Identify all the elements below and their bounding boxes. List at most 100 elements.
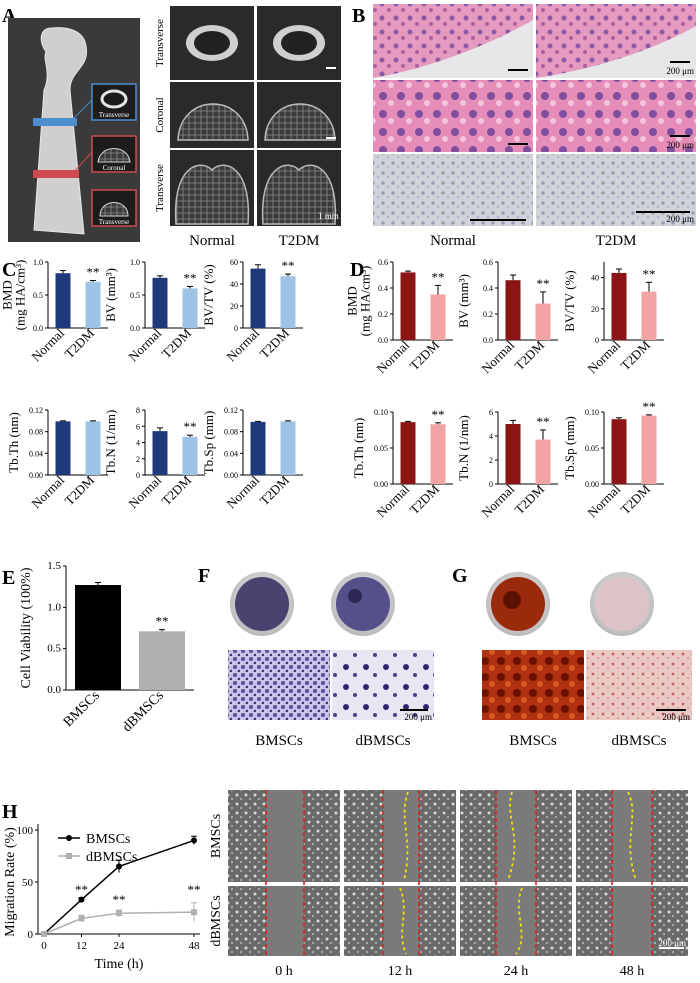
panel-b-label: B: [352, 5, 365, 27]
y-tick-label: 0.0: [47, 684, 61, 696]
y-tick-label: 1.0: [130, 258, 140, 267]
scale-text-f: 200 μm: [404, 712, 432, 722]
data-point: [78, 896, 85, 903]
scale-text-b-1: 200 μm: [666, 66, 694, 76]
y-tick-label: 0.6: [483, 258, 493, 267]
y-tick-label: 6: [136, 422, 140, 431]
significance-mark: **: [643, 266, 656, 281]
panel-label-e: E: [2, 567, 15, 589]
y-axis-label: Tb.Th (nm): [6, 412, 21, 473]
group-label-a-t2dm: T2DM: [279, 233, 320, 249]
panel-g-label: G: [452, 565, 468, 587]
legend-label: dBMSCs: [86, 850, 137, 865]
y-axis-label: Tb.Sp (mm): [201, 411, 216, 475]
bar-normal: [611, 419, 627, 484]
y-tick-label: 0.4: [378, 284, 388, 293]
inset-label-coronal: Coronal: [103, 164, 126, 172]
y-tick-label: 2: [136, 455, 140, 464]
y-axis-label: BV/TV (%): [562, 270, 577, 332]
y-axis-label: Tb.N (1/nm): [456, 415, 471, 481]
y-tick-label: 1.0: [47, 601, 61, 613]
row-label-transverse-2: Transverse: [154, 164, 166, 212]
y-axis-label: Tb.Th (nm): [351, 418, 366, 479]
category-label: T2DM: [256, 325, 292, 361]
x-tick-label: 48: [189, 940, 201, 952]
data-point: [191, 909, 197, 916]
y-axis-label: BMD: [0, 280, 15, 310]
time-label-24h: 24 h: [504, 964, 529, 979]
y-tick-label: 0.08: [29, 428, 43, 437]
y-tick-label: 0.12: [29, 406, 43, 415]
x-tick-label: 12: [76, 940, 87, 952]
bar-t2dm: [430, 294, 446, 340]
data-point: [116, 910, 122, 917]
data-point: [78, 915, 85, 922]
y-tick-label: 0.5: [47, 643, 61, 655]
significance-mark: **: [432, 407, 445, 422]
scale-text-h: 200 μm: [658, 938, 686, 948]
y-axis-label: BV/TV (%): [201, 264, 216, 326]
category-label: T2DM: [61, 472, 97, 508]
y-tick-label: 0.2: [483, 310, 493, 319]
y-axis-label: BV (mm³): [103, 268, 118, 322]
y-tick-label: 0: [28, 929, 34, 941]
y-tick-label: 0.00: [374, 480, 388, 489]
bar-t2dm: [280, 421, 296, 475]
ars-staining: [482, 572, 692, 720]
y-tick-label: 0.10: [374, 408, 388, 417]
category-label: T2DM: [158, 325, 194, 361]
bar-normal: [55, 421, 71, 475]
x-tick-label: 0: [41, 940, 47, 952]
data-point: [41, 931, 47, 937]
y-tick-label: 0.00: [585, 480, 599, 489]
y-tick-label: 0: [234, 324, 238, 333]
bar-t2dm: [182, 288, 198, 328]
y-axis-label: Migration Rate (%): [3, 827, 18, 937]
category-label: T2DM: [511, 481, 547, 517]
y-tick-label: 0: [595, 336, 599, 345]
bar-t2dm: [85, 281, 101, 328]
bar-t2dm: [641, 291, 657, 340]
microct-grid: [170, 6, 341, 226]
y-tick-label: 0.5: [130, 291, 140, 300]
bar-t2dm: [641, 415, 657, 484]
panel-label-d: D: [350, 259, 364, 281]
category-label: T2DM: [511, 337, 547, 373]
scale-text-g: 200 μm: [662, 712, 690, 722]
category-label: Normal: [223, 325, 262, 364]
bar-normal: [152, 431, 168, 475]
group-label-g-bmscs: BMSCs: [509, 733, 557, 749]
bar-normal: [505, 280, 521, 340]
group-label-f-dbmscs: dBMSCs: [355, 733, 410, 749]
y-tick-label: 4: [489, 432, 493, 441]
y-tick-label: 4: [136, 439, 140, 448]
bar-normal: [55, 273, 71, 328]
y-tick-label: 6: [489, 408, 493, 417]
y-tick-label: 40: [591, 274, 599, 283]
row-label-h-bmscs: BMSCs: [209, 814, 224, 858]
inset-label-transverse-1: Transverse: [99, 111, 129, 119]
panel-label-c: C: [2, 259, 16, 281]
y-tick-label: 8: [136, 406, 140, 415]
y-tick-label: 20: [591, 305, 599, 314]
category-label: Normal: [125, 472, 164, 511]
scale-text-a: 1 mm: [318, 211, 339, 221]
legend-marker: [66, 853, 72, 859]
significance-mark: **: [537, 414, 550, 429]
scale-text-b-3: 200 μm: [666, 214, 694, 224]
time-label-0h: 0 h: [275, 964, 293, 979]
group-label-b-t2dm: T2DM: [596, 233, 637, 249]
bar-t2dm: [430, 424, 446, 484]
y-tick-label: 0.05: [585, 444, 599, 453]
y-tick-label: 0: [136, 471, 140, 480]
femur-inset-coronal: Coronal: [91, 135, 137, 173]
